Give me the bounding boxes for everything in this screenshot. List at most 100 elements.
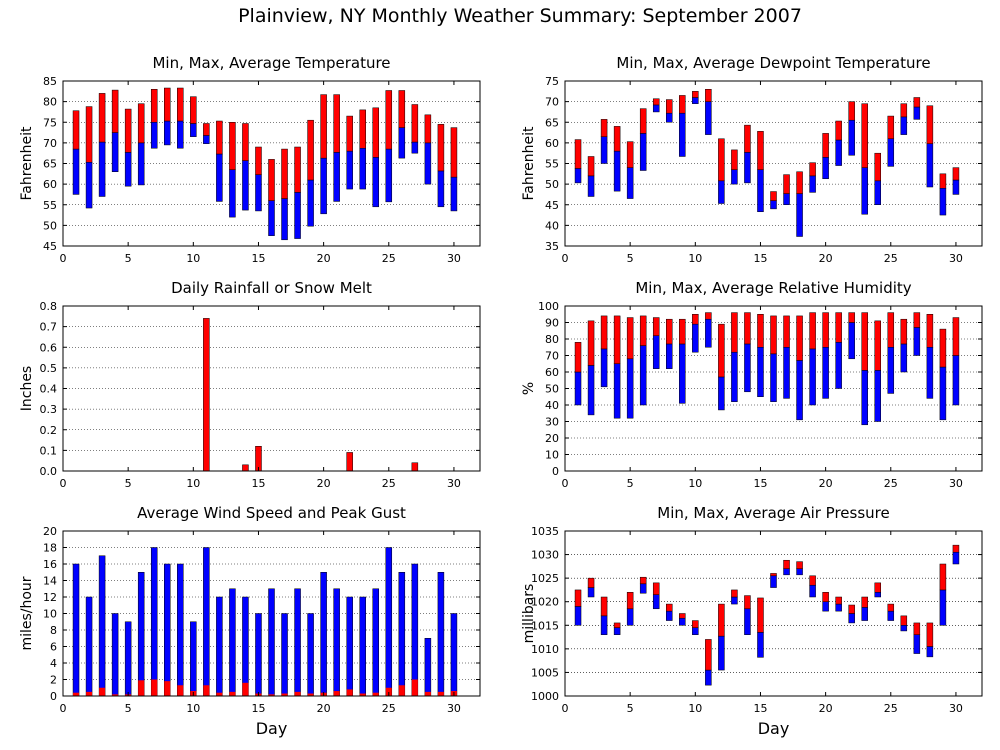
bar-min-to-avg [744,343,751,393]
bar-avg-to-max [242,123,249,161]
bar-min-to-avg [809,584,816,598]
bar-avg-to-max [398,90,406,128]
bar-peak-gust [255,613,262,697]
bar-min-to-avg [900,116,908,135]
y-tick-label: 60 [545,137,559,150]
bar-avg-to-max [874,152,881,182]
bar-min-to-avg [320,157,327,215]
bar-avg-to-max [587,577,595,588]
bar-avg-to-max [652,98,660,106]
bar-avg-to-max [809,312,816,350]
chart-title: Min, Max, Average Temperature [152,54,390,72]
bar-min-to-avg [574,168,582,184]
chart-wind: Average Wind Speed and Peak Gust 0 2 4 6 8 10 1… [19,504,481,738]
bar-min-to-avg [887,347,895,394]
bar-avg-to-max [437,124,445,172]
bar-min-to-avg [639,133,647,171]
bar-min-to-avg [587,587,595,598]
bar-min-to-avg [705,669,712,686]
x-tick-label: 5 [627,702,634,715]
bar-min-to-avg [705,318,712,348]
bar-average-wind [229,691,236,696]
bar-avg-to-max [705,639,712,671]
y-tick-label: 40 [545,399,559,412]
bar-min-to-avg [692,323,699,353]
x-tick-label: 0 [60,702,67,715]
bar-peak-gust [137,572,145,697]
y-tick-label: 50 [545,383,559,396]
bar-min-to-avg [424,142,432,185]
bar-peak-gust [411,563,419,697]
bar-min-to-avg [952,179,960,195]
bar-avg-to-max [72,110,80,150]
bar-peak-gust [294,588,301,697]
bar-avg-to-max [822,592,829,602]
bar-avg-to-max [952,544,960,553]
x-tick-label: 0 [60,477,67,490]
bar-min-to-avg [450,176,458,212]
chart-temperature: Min, Max, Average Temperature45505560657… [19,54,481,265]
bar-min-to-avg [770,575,777,588]
bar-avg-to-max [796,315,803,361]
bar-average-wind [424,691,431,696]
x-tick-label: 15 [251,477,265,490]
bar-avg-to-max [281,148,288,199]
bar-min-to-avg [900,625,908,632]
bar-avg-to-max [85,106,93,163]
chart-dewpoint: Min, Max, Average Dewpoint Temperature 35… [521,54,983,265]
bar-peak-gust [177,563,184,697]
bar-min-to-avg [913,106,921,120]
x-tick-label: 25 [884,252,898,265]
bar-avg-to-max [887,312,895,348]
y-axis-label: millibars [521,584,537,644]
x-tick-label: 5 [125,702,132,715]
bar-min-to-avg [613,627,621,635]
bar-rainfall [242,464,249,472]
y-tick-label: 0.2 [40,424,58,437]
bar-min-to-avg [744,608,751,635]
bar-peak-gust [85,596,93,697]
x-tick-label: 25 [382,252,396,265]
page-title: Plainview, NY Monthly Weather Summary: S… [238,5,802,27]
bar-peak-gust [111,613,119,697]
x-tick-label: 25 [884,702,898,715]
plot-frame [564,530,983,697]
chart-title: Min, Max, Average Relative Humidity [635,279,911,297]
bar-min-to-avg [692,627,699,635]
bar-min-to-avg [757,347,764,397]
y-axis-label: miles/hour [19,576,35,650]
bar-min-to-avg [626,358,634,419]
bar-peak-gust [346,596,353,697]
bar-min-to-avg [398,127,406,159]
bar-min-to-avg [372,157,379,208]
bar-avg-to-max [926,622,934,647]
bar-average-wind [177,685,184,696]
bar-min-to-avg [124,152,132,187]
bar-avg-to-max [294,146,301,193]
bar-avg-to-max [913,622,921,635]
bar-min-to-avg [216,153,223,202]
bar-avg-to-max [796,561,803,569]
y-tick-label: 40 [545,219,559,232]
bar-min-to-avg [652,104,660,113]
bars [203,318,419,472]
bar-avg-to-max [639,576,647,585]
y-tick-label: 60 [545,366,559,379]
bar-average-wind [151,679,158,696]
y-axis-label: Inches [19,366,35,411]
bar-avg-to-max [757,597,764,633]
bar-avg-to-max [385,90,393,150]
bar-avg-to-max [652,317,660,336]
bar-min-to-avg [626,608,634,626]
bar-min-to-avg [887,138,895,167]
bar-average-wind [294,691,301,696]
x-tick-label: 10 [688,702,702,715]
y-tick-label: 75 [43,116,57,129]
bar-avg-to-max [718,323,725,378]
bar-min-to-avg [600,136,608,164]
bar-average-wind [73,692,80,696]
y-tick-label: 10 [545,449,559,462]
bar-avg-to-max [718,603,725,637]
x-tick-label: 20 [317,477,331,490]
bar-avg-to-max [679,318,686,345]
